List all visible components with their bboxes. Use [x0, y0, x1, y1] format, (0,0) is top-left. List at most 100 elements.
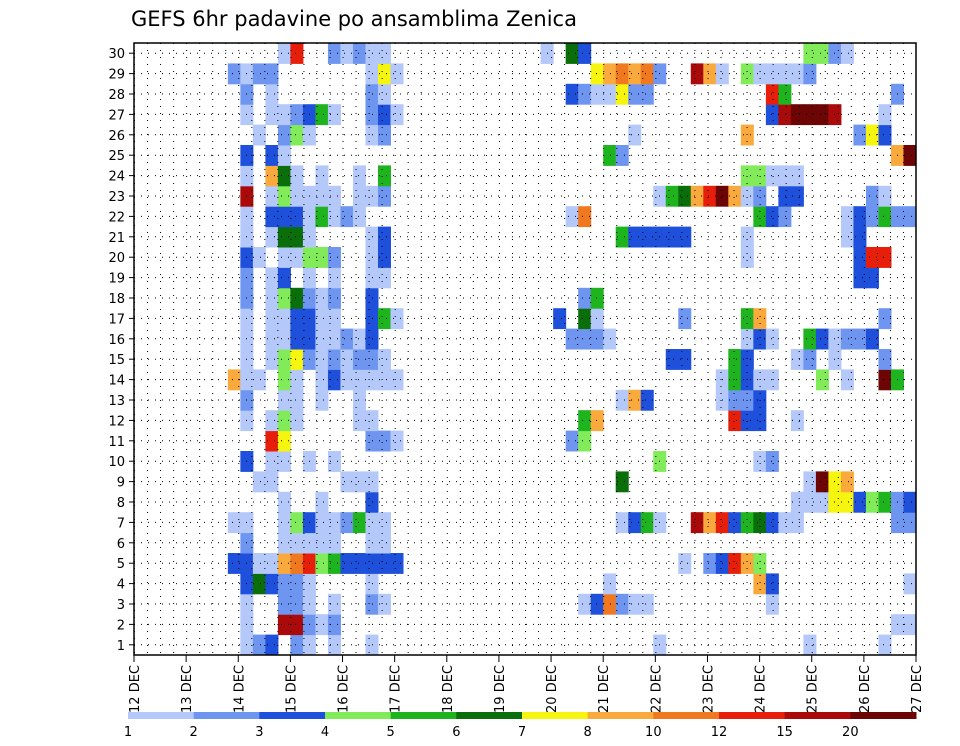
heatmap-cell: [290, 553, 304, 574]
heatmap-cell: [690, 63, 704, 85]
heatmap-cell: [352, 471, 366, 493]
heatmap-cell: [327, 247, 341, 268]
heatmap-cell: [853, 267, 867, 289]
colorbar-label: 1: [124, 725, 132, 740]
heatmap-cell: [753, 451, 767, 472]
heatmap-cell: [628, 63, 642, 85]
heatmap-cell: [227, 63, 241, 85]
heatmap-cell: [553, 308, 567, 330]
heatmap-cell: [803, 63, 817, 85]
x-tick-label: 19 DEC: [493, 665, 508, 713]
heatmap-cell: [327, 553, 341, 574]
heatmap-cell: [690, 512, 704, 534]
heatmap-cell: [277, 185, 291, 207]
heatmap-cell: [277, 410, 291, 432]
heatmap-cell: [865, 491, 879, 513]
heatmap-cell: [753, 573, 767, 595]
heatmap-cell: [365, 226, 379, 248]
heatmap-cell: [352, 349, 366, 370]
x-tick-label: 20 DEC: [545, 665, 560, 713]
heatmap-cell: [290, 410, 304, 432]
heatmap-cell: [365, 553, 379, 574]
y-tick-label: 29: [108, 68, 125, 83]
heatmap-cell: [615, 471, 629, 493]
heatmap-cell: [315, 349, 329, 370]
heatmap-cell: [277, 349, 291, 370]
heatmap-cell: [340, 512, 354, 534]
x-tick-label: 27 DEC: [910, 665, 925, 713]
heatmap-cell: [753, 206, 767, 228]
y-tick-label: 21: [108, 231, 125, 246]
colorbar-label: 15: [776, 725, 793, 740]
heatmap-cell: [227, 369, 241, 391]
colorbar-swatch: [784, 712, 851, 719]
heatmap-cell: [778, 104, 792, 126]
y-tick-label: 27: [108, 108, 125, 123]
heatmap-cell: [853, 491, 867, 513]
heatmap-cell: [615, 83, 629, 105]
x-tick-label: 17 DEC: [389, 665, 404, 713]
x-tick-label: 13 DEC: [180, 665, 195, 713]
heatmap-cell: [878, 369, 892, 391]
heatmap-cell: [778, 512, 792, 534]
y-tick-label: 18: [108, 292, 125, 307]
heatmap-cell: [290, 328, 304, 350]
heatmap-cell: [365, 63, 379, 85]
heatmap-cell: [377, 512, 391, 534]
colorbar: 1 2 3 4 5 6 7 8 10 12 15 20: [124, 712, 917, 740]
heatmap-cell: [565, 206, 579, 228]
heatmap-cell: [753, 308, 767, 330]
y-tick-label: 6: [117, 537, 125, 552]
heatmap-cell: [840, 43, 854, 64]
heatmap-cell: [853, 206, 867, 228]
heatmap-cell: [640, 389, 654, 411]
heatmap-cell: [803, 43, 817, 64]
y-tick-label: 10: [108, 455, 125, 470]
heatmap-cell: [590, 593, 604, 615]
colorbar-label: 5: [387, 725, 395, 740]
x-tick-label: 24 DEC: [754, 665, 769, 713]
heatmap-cell: [277, 430, 291, 452]
heatmap-cell: [277, 369, 291, 391]
heatmap-cell: [840, 369, 854, 391]
y-tick-label: 13: [108, 394, 125, 409]
x-tick-label: 21 DEC: [597, 665, 612, 713]
heatmap-cell: [377, 267, 391, 289]
heatmap-cell: [815, 328, 829, 350]
heatmap-cell: [365, 247, 379, 268]
heatmap-cell: [265, 328, 279, 350]
heatmap-cell: [265, 430, 279, 452]
y-tick-label: 16: [108, 333, 125, 348]
heatmap-cell: [803, 471, 817, 493]
x-tick-label: 12 DEC: [128, 665, 143, 713]
heatmap-cell: [815, 491, 829, 513]
heatmap-cell: [878, 247, 892, 268]
y-tick-label: 11: [108, 435, 125, 450]
heatmap-cell: [265, 145, 279, 166]
heatmap-cell: [753, 328, 767, 350]
heatmap-cell: [252, 124, 266, 146]
heatmap-cell: [390, 369, 404, 391]
heatmap-cell: [377, 553, 391, 574]
heatmap-cell: [628, 226, 642, 248]
heatmap-cell: [640, 226, 654, 248]
heatmap-cell: [790, 63, 804, 85]
y-tick-label: 4: [117, 578, 125, 593]
heatmap-cell: [277, 145, 291, 166]
x-tick-label: 23 DEC: [701, 665, 716, 713]
heatmap-cell: [903, 491, 917, 513]
heatmap-cell: [365, 349, 379, 370]
colorbar-swatch: [259, 712, 326, 719]
heatmap-cell: [277, 491, 291, 513]
heatmap-cell: [327, 512, 341, 534]
heatmap-cell: [628, 124, 642, 146]
heatmap-cell: [878, 104, 892, 126]
heatmap-cell: [615, 63, 629, 85]
heatmap-cell: [277, 165, 291, 187]
heatmap-cell: [853, 124, 867, 146]
heatmap-cell: [290, 573, 304, 595]
heatmap-cell: [628, 593, 642, 615]
heatmap-cell: [315, 328, 329, 350]
heatmap-cell: [903, 512, 917, 534]
heatmap-cell: [265, 83, 279, 105]
